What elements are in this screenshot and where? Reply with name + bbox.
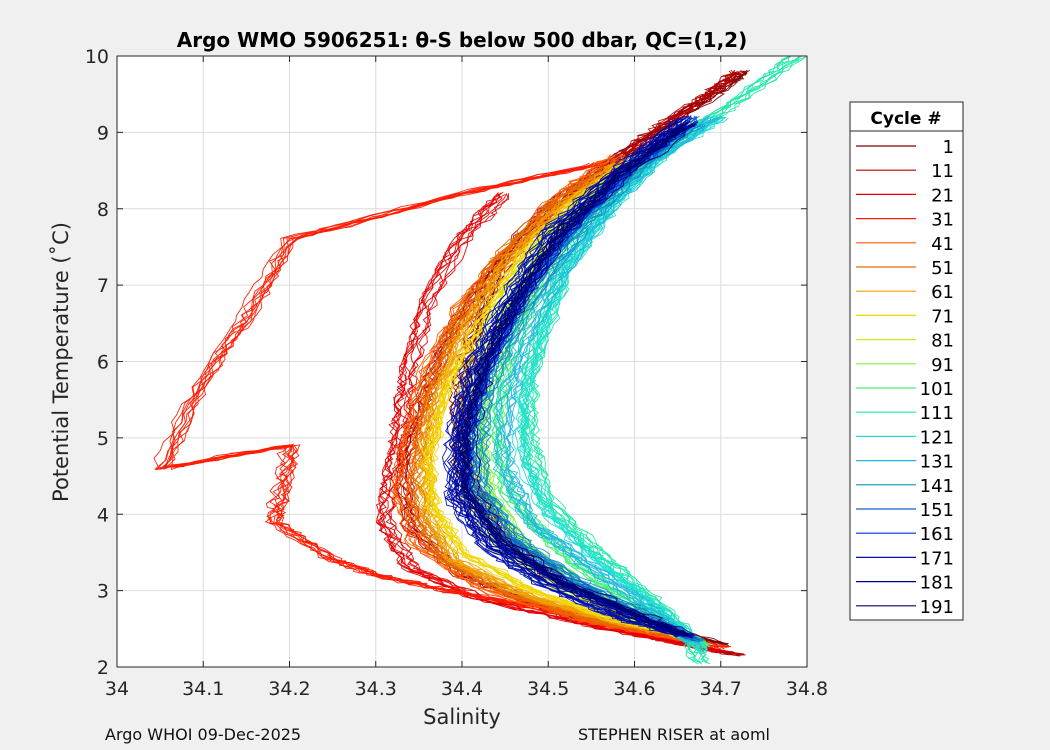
x-tick-label: 34.2 (268, 678, 310, 700)
x-tick-label: 34 (105, 678, 129, 700)
legend-title: Cycle # (870, 109, 941, 129)
series-line (425, 157, 687, 639)
legend-label-121: 121 (920, 427, 954, 448)
series-line (458, 124, 684, 635)
legend-label-151: 151 (920, 500, 954, 521)
y-tick-label: 2 (97, 657, 109, 679)
x-tick-label: 34.6 (613, 678, 655, 700)
series-line (375, 192, 719, 652)
series-line (451, 120, 682, 637)
series-line (375, 193, 721, 652)
series-191 (458, 123, 697, 637)
series-line (524, 117, 729, 653)
x-tick-label: 34.5 (527, 678, 569, 700)
legend-label-31: 31 (931, 210, 954, 231)
legend-label-41: 41 (931, 234, 954, 255)
y-tick-label: 7 (97, 275, 109, 297)
legend-label-191: 191 (920, 597, 954, 618)
y-tick-label: 4 (97, 504, 109, 526)
series-line (506, 116, 723, 644)
series-line (482, 125, 705, 640)
footer-right-label: STEPHEN RISER at aoml (578, 725, 770, 744)
series-line (458, 120, 691, 636)
series-line (419, 162, 691, 637)
legend-label-1: 1 (943, 137, 954, 158)
y-tick-label: 10 (85, 46, 109, 68)
series-line (446, 117, 688, 636)
y-tick-label: 6 (97, 352, 109, 374)
series-line (419, 159, 680, 637)
series-line (448, 115, 689, 636)
legend-label-21: 21 (931, 185, 954, 206)
series-line (495, 115, 711, 646)
x-tick-label: 34.4 (441, 678, 483, 700)
series-line (475, 124, 699, 641)
legend-label-141: 141 (920, 476, 954, 497)
x-tick-label: 34.7 (700, 678, 742, 700)
axis-ticks: 34 34.1 34.2 34.3 34.4 34.5 34.6 34.7 34.8234567… (85, 46, 828, 700)
series-line (453, 123, 687, 638)
series-171 (442, 115, 693, 639)
series-line (154, 161, 716, 649)
legend: Cycle # 11121314151617181911011111211311… (849, 101, 964, 621)
chart-title: Argo WMO 5906251: θ-S below 500 dbar, QC… (177, 28, 747, 52)
legend-label-11: 11 (931, 161, 954, 182)
series-line (505, 116, 721, 646)
series-line (153, 162, 714, 649)
series-line (392, 154, 683, 642)
series-line (409, 161, 682, 639)
legend-label-111: 111 (920, 403, 954, 424)
x-tick-label: 34.3 (355, 678, 397, 700)
y-tick-label: 5 (97, 428, 109, 450)
legend-label-171: 171 (920, 548, 954, 569)
legend-label-181: 181 (920, 573, 954, 594)
x-tick-label: 34.1 (182, 678, 224, 700)
legend-label-71: 71 (931, 306, 954, 327)
legend-label-91: 91 (931, 355, 954, 376)
x-axis-label: Salinity (423, 705, 501, 729)
legend-label-51: 51 (931, 258, 954, 279)
legend-label-131: 131 (920, 452, 954, 473)
y-tick-label: 3 (97, 581, 109, 603)
legend-label-101: 101 (920, 379, 954, 400)
legend-label-161: 161 (920, 524, 954, 545)
y-tick-label: 8 (97, 199, 109, 221)
footer-left-label: Argo WHOI 09-Dec-2025 (105, 725, 302, 744)
series-line (463, 123, 693, 636)
x-tick-label: 34.8 (786, 678, 828, 700)
legend-label-61: 61 (931, 282, 954, 303)
y-tick-label: 9 (97, 122, 109, 144)
series-line (474, 125, 696, 635)
series-line (442, 117, 681, 637)
y-axis-label: Potential Temperature (˚C) (49, 222, 73, 502)
data-series-group (153, 56, 807, 665)
legend-label-81: 81 (931, 331, 954, 352)
series-line (466, 123, 697, 637)
